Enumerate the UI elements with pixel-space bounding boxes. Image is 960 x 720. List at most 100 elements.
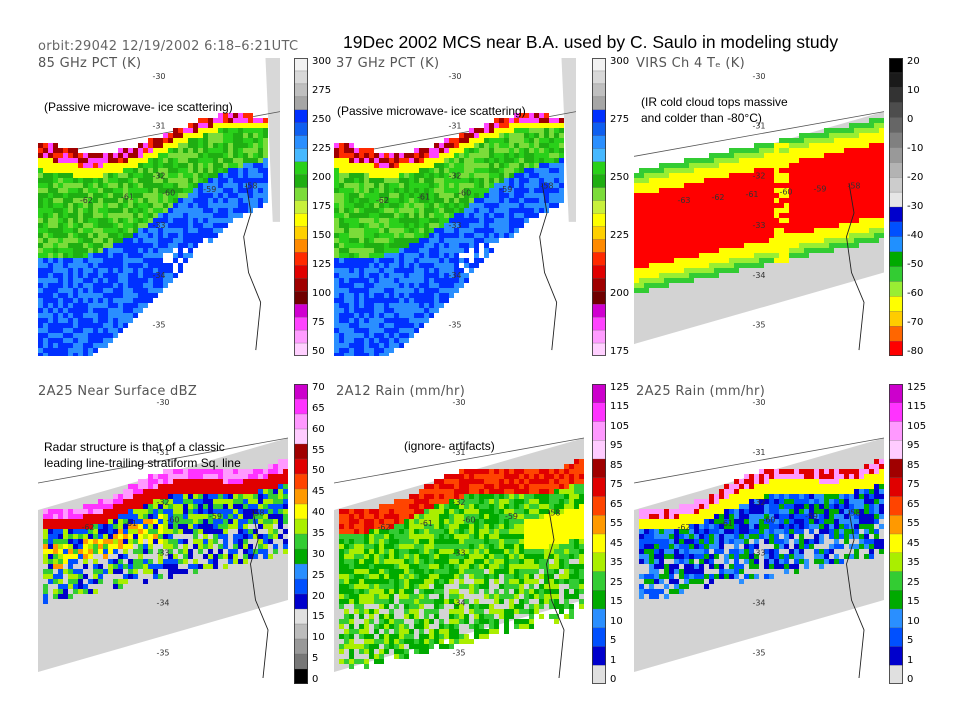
colorbar-swatch <box>888 102 904 119</box>
annotation-text: (Passive microwave- ice scattering) <box>44 100 233 114</box>
latitude-label: -30 <box>752 398 765 407</box>
map-panel-p6: -30 -31 -32 -33 -34 -35 -62 -61 -60 -59 -58 <box>634 384 884 684</box>
colorbar-swatch <box>888 402 904 423</box>
latitude-label: -32 <box>752 498 765 507</box>
colorbar-swatch <box>888 251 904 268</box>
colorbar-swatch <box>591 533 607 554</box>
colorbar-tick-label: 175 <box>312 201 332 212</box>
latitude-label: -35 <box>752 321 765 330</box>
colorbar-tick-label: 225 <box>610 230 630 241</box>
longitude-label: -62 <box>377 523 390 532</box>
latitude-label: -33 <box>152 221 165 230</box>
colorbar-swatch <box>888 57 904 74</box>
map-image: -30 -31 -32 -33 -34 -35 -62 -61 -60 -59 -58 <box>334 58 576 356</box>
colorbar-swatch <box>293 70 309 85</box>
colorbar-swatch <box>591 402 607 423</box>
colorbar-swatch <box>591 608 607 629</box>
colorbar-swatch <box>888 552 904 573</box>
colorbar-tick-label: 25 <box>312 569 325 581</box>
colorbar-swatch <box>888 206 904 223</box>
annotation-text: and colder than -80°C) <box>641 111 762 125</box>
map-panel-p1: -30 -31 -32 -33 -34 -35 -62 -61 -60 -59 -58 <box>38 58 280 356</box>
latitude-label: -33 <box>752 221 765 230</box>
colorbar-tick-label: -20 <box>907 172 924 183</box>
colorbar-swatch <box>293 488 309 505</box>
colorbar-tick-label: 55 <box>610 518 623 530</box>
colorbar-swatch <box>591 458 607 479</box>
colorbar-swatch <box>293 148 309 163</box>
colorbar-tick-label: 85 <box>907 459 920 471</box>
colorbar-swatch <box>591 109 607 124</box>
colorbar-swatch <box>888 236 904 253</box>
colorbar-tick-label: 65 <box>610 498 623 510</box>
colorbar-swatch <box>888 571 904 591</box>
longitude-label: -58 <box>547 509 560 518</box>
latitude-label: -31 <box>752 122 765 131</box>
colorbar-swatch <box>888 221 904 238</box>
colorbar-tick-label: 125 <box>610 382 630 393</box>
colorbar-swatch <box>888 191 904 208</box>
colorbar-tick-label: 200 <box>610 288 630 299</box>
colorbar-swatch <box>293 96 309 111</box>
colorbar-swatch <box>293 135 309 150</box>
colorbar-swatch <box>591 590 607 610</box>
colorbar-tick-label: 45 <box>312 486 325 498</box>
colorbar-swatch <box>888 590 904 610</box>
colorbar-tick-label: 250 <box>312 114 332 125</box>
colorbar-tick-label: 15 <box>907 596 920 608</box>
colorbar-swatch <box>293 668 309 685</box>
colorbar-tick-label: -60 <box>907 288 924 299</box>
colorbar-tick-label: -10 <box>907 143 924 154</box>
colorbar-swatch <box>293 533 309 550</box>
colorbar-tick-label: 25 <box>907 576 920 588</box>
colorbar-tick-label: 10 <box>312 632 325 644</box>
colorbar-tick-label: 85 <box>610 459 623 471</box>
panel-title: 2A25 Near Surface dBZ <box>38 384 198 399</box>
colorbar-swatch <box>293 428 309 445</box>
colorbar-swatch <box>293 239 309 253</box>
colorbar-swatch <box>888 458 904 479</box>
colorbar-swatch <box>888 162 904 178</box>
colorbar-swatch <box>888 627 904 648</box>
colorbar-swatch <box>888 496 904 516</box>
colorbar-tick-label: 150 <box>312 230 332 241</box>
colorbar-swatch <box>888 72 904 89</box>
colorbar-tick-label: 125 <box>312 259 332 270</box>
colorbar-swatch <box>888 266 904 283</box>
colorbar-tick-label: 35 <box>312 528 325 539</box>
colorbar-tick-label: 300 <box>610 56 630 67</box>
longitude-label: -60 <box>762 516 775 525</box>
colorbar-swatch <box>591 646 607 666</box>
colorbar-tick-label: 5 <box>312 653 319 665</box>
colorbar-swatch <box>888 147 904 163</box>
colorbar-swatch <box>888 515 904 535</box>
colorbar-swatch <box>591 226 607 241</box>
colorbar-tick-label: 30 <box>312 548 325 560</box>
latitude-label: -31 <box>448 122 461 131</box>
colorbar-swatch <box>888 440 904 460</box>
colorbar-tick-label: 250 <box>610 172 630 183</box>
colorbar-swatch <box>293 653 309 670</box>
latitude-label: -34 <box>152 271 165 280</box>
colorbar-swatch <box>591 665 607 685</box>
longitude-label: -58 <box>251 509 264 518</box>
map-panel-p5: -30 -31 -32 -33 -34 -35 -62 -61 -60 -59 -58 <box>334 384 584 684</box>
colorbar-swatch <box>591 329 607 344</box>
colorbar-tick-label: 35 <box>610 557 623 569</box>
panel-title: 37 GHz PCT (K) <box>336 56 440 71</box>
colorbar-tick-label: 100 <box>312 288 332 299</box>
longitude-label: -60 <box>462 516 475 525</box>
colorbar-swatch <box>888 340 904 357</box>
colorbar-swatch <box>293 57 309 72</box>
colorbar-tick-label: 35 <box>907 557 920 569</box>
latitude-label: -32 <box>752 171 765 180</box>
colorbar-swatch <box>888 311 904 327</box>
latitude-label: -34 <box>452 598 465 607</box>
map-panel-p2: -30 -31 -32 -33 -34 -35 -62 -61 -60 -59 -58 <box>334 58 576 356</box>
colorbar-tick-label: 300 <box>312 56 332 67</box>
colorbar-swatch <box>293 638 309 655</box>
longitude-label: -60 <box>166 516 179 525</box>
colorbar-tick-label: 5 <box>610 635 617 647</box>
colorbar-swatch <box>591 383 607 404</box>
latitude-label: -31 <box>452 448 465 457</box>
